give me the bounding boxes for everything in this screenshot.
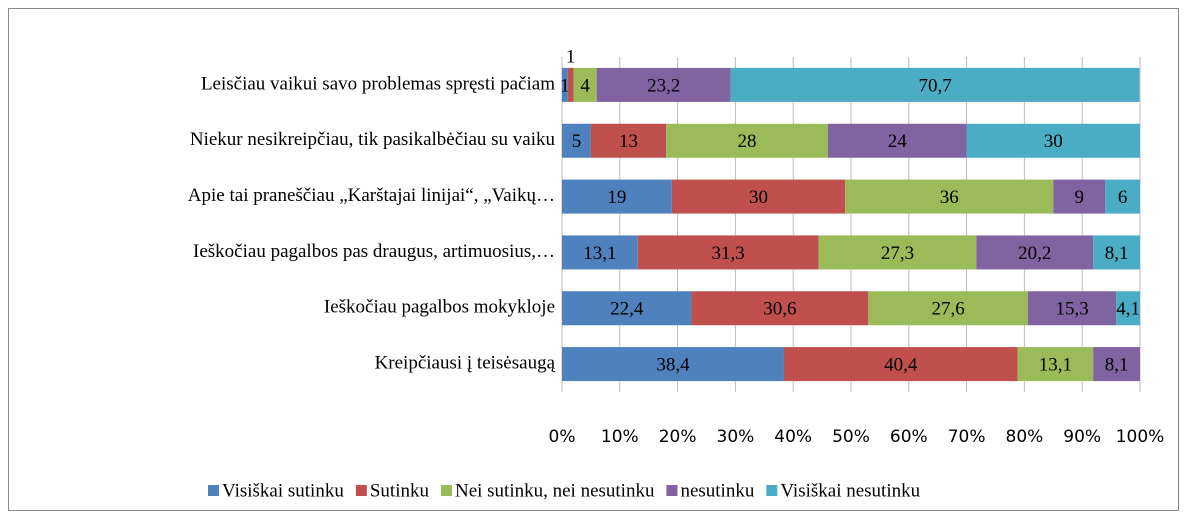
- bar-segment: [562, 67, 568, 102]
- value-label: 4: [580, 75, 590, 96]
- category-label: Kreipčiausi į teisėsaugą: [375, 352, 556, 373]
- x-tick-label: 50%: [832, 427, 870, 447]
- x-tick-label: 100%: [1116, 427, 1165, 447]
- bar-segment: [783, 347, 1018, 382]
- x-tick-label: 0%: [549, 427, 576, 447]
- value-label: 40,4: [884, 354, 918, 375]
- bar-segment: [1053, 179, 1106, 214]
- value-label: 31,3: [712, 243, 745, 264]
- bar-segment: [1093, 347, 1140, 382]
- bar-segment: [637, 235, 819, 270]
- value-label: 13,1: [583, 243, 616, 264]
- bar-segment: [567, 67, 574, 102]
- value-label: 13: [619, 131, 638, 152]
- bar-segment: [730, 67, 1140, 102]
- value-label: 8,1: [1105, 243, 1129, 264]
- value-label: 27,3: [881, 243, 914, 264]
- category-label: Ieškočiau pagalbos pas draugus, artimuos…: [193, 241, 555, 262]
- value-label: 38,4: [656, 354, 690, 375]
- legend-swatch: [355, 485, 367, 496]
- legend-label: Nei sutinku, nei nesutinku: [455, 480, 655, 501]
- value-label: 30: [749, 187, 768, 208]
- bar-segment: [562, 291, 692, 326]
- bar-segment: [1093, 235, 1140, 270]
- value-label: 20,2: [1018, 243, 1051, 264]
- bar-segment: [1116, 291, 1140, 326]
- value-label: 5: [572, 131, 582, 152]
- value-label: 19: [607, 187, 626, 208]
- bar-segment: [845, 179, 1054, 214]
- value-label: 15,3: [1055, 299, 1088, 320]
- value-label: 13,1: [1039, 354, 1072, 375]
- bar-segment: [868, 291, 1028, 326]
- value-label: 30,6: [763, 299, 796, 320]
- legend-swatch: [208, 485, 219, 496]
- category-label: Leisčiau vaikui savo problemas spręsti p…: [201, 73, 555, 94]
- category-label: Apie tai praneščiau „Karštajai linijai“,…: [188, 185, 555, 206]
- x-tick-label: 90%: [1063, 427, 1101, 447]
- legend-label: Sutinku: [370, 480, 430, 501]
- value-label: 30: [1044, 131, 1063, 152]
- bar-segment: [671, 179, 846, 214]
- bar-segment: [562, 123, 591, 158]
- value-label: 23,2: [647, 75, 680, 96]
- x-tick-label: 80%: [1006, 427, 1044, 447]
- legend-swatch: [766, 485, 778, 496]
- x-tick-label: 40%: [774, 427, 812, 447]
- bar-segment: [691, 291, 869, 326]
- legend-label: Visiškai nesutinku: [780, 480, 920, 501]
- legend-label: Visiškai sutinku: [222, 480, 344, 501]
- bar-segment: [573, 67, 597, 102]
- value-label: 28: [737, 131, 756, 152]
- bar-segment: [666, 123, 828, 158]
- x-tick-label: 20%: [659, 427, 697, 447]
- x-tick-label: 60%: [890, 427, 928, 447]
- bar-segment: [562, 347, 784, 382]
- bar-segment: [827, 123, 967, 158]
- bar-segment: [1105, 179, 1140, 214]
- value-label: 27,6: [931, 299, 964, 320]
- bar-segment: [596, 67, 731, 102]
- bar-segment: [976, 235, 1094, 270]
- category-label: Ieškočiau pagalbos mokykloje: [324, 297, 555, 318]
- bar-segment: [562, 179, 672, 214]
- bar-segment: [1017, 347, 1094, 382]
- category-label: Niekur nesikreipčiau, tik pasikalbėčiau …: [190, 129, 556, 150]
- bar-segment: [1027, 291, 1117, 326]
- value-label: 24: [888, 131, 908, 152]
- legend-swatch: [440, 485, 452, 496]
- value-label: 8,1: [1105, 354, 1129, 375]
- value-label: 70,7: [918, 75, 951, 96]
- bar-segment: [966, 123, 1140, 158]
- value-label: 6: [1118, 187, 1128, 208]
- bar-segment: [562, 235, 638, 270]
- bar-segment: [590, 123, 667, 158]
- value-label: 9: [1075, 187, 1085, 208]
- legend-swatch: [666, 485, 678, 496]
- bar-segment: [818, 235, 977, 270]
- legend-label: nesutinku: [680, 480, 754, 501]
- value-label: 22,4: [610, 299, 644, 320]
- value-label: 4,1: [1116, 299, 1140, 320]
- value-label: 1: [560, 75, 570, 96]
- value-label: 1: [566, 46, 576, 67]
- x-tick-label: 10%: [601, 427, 639, 447]
- x-tick-label: 70%: [948, 427, 986, 447]
- value-label: 36: [940, 187, 959, 208]
- x-tick-label: 30%: [717, 427, 755, 447]
